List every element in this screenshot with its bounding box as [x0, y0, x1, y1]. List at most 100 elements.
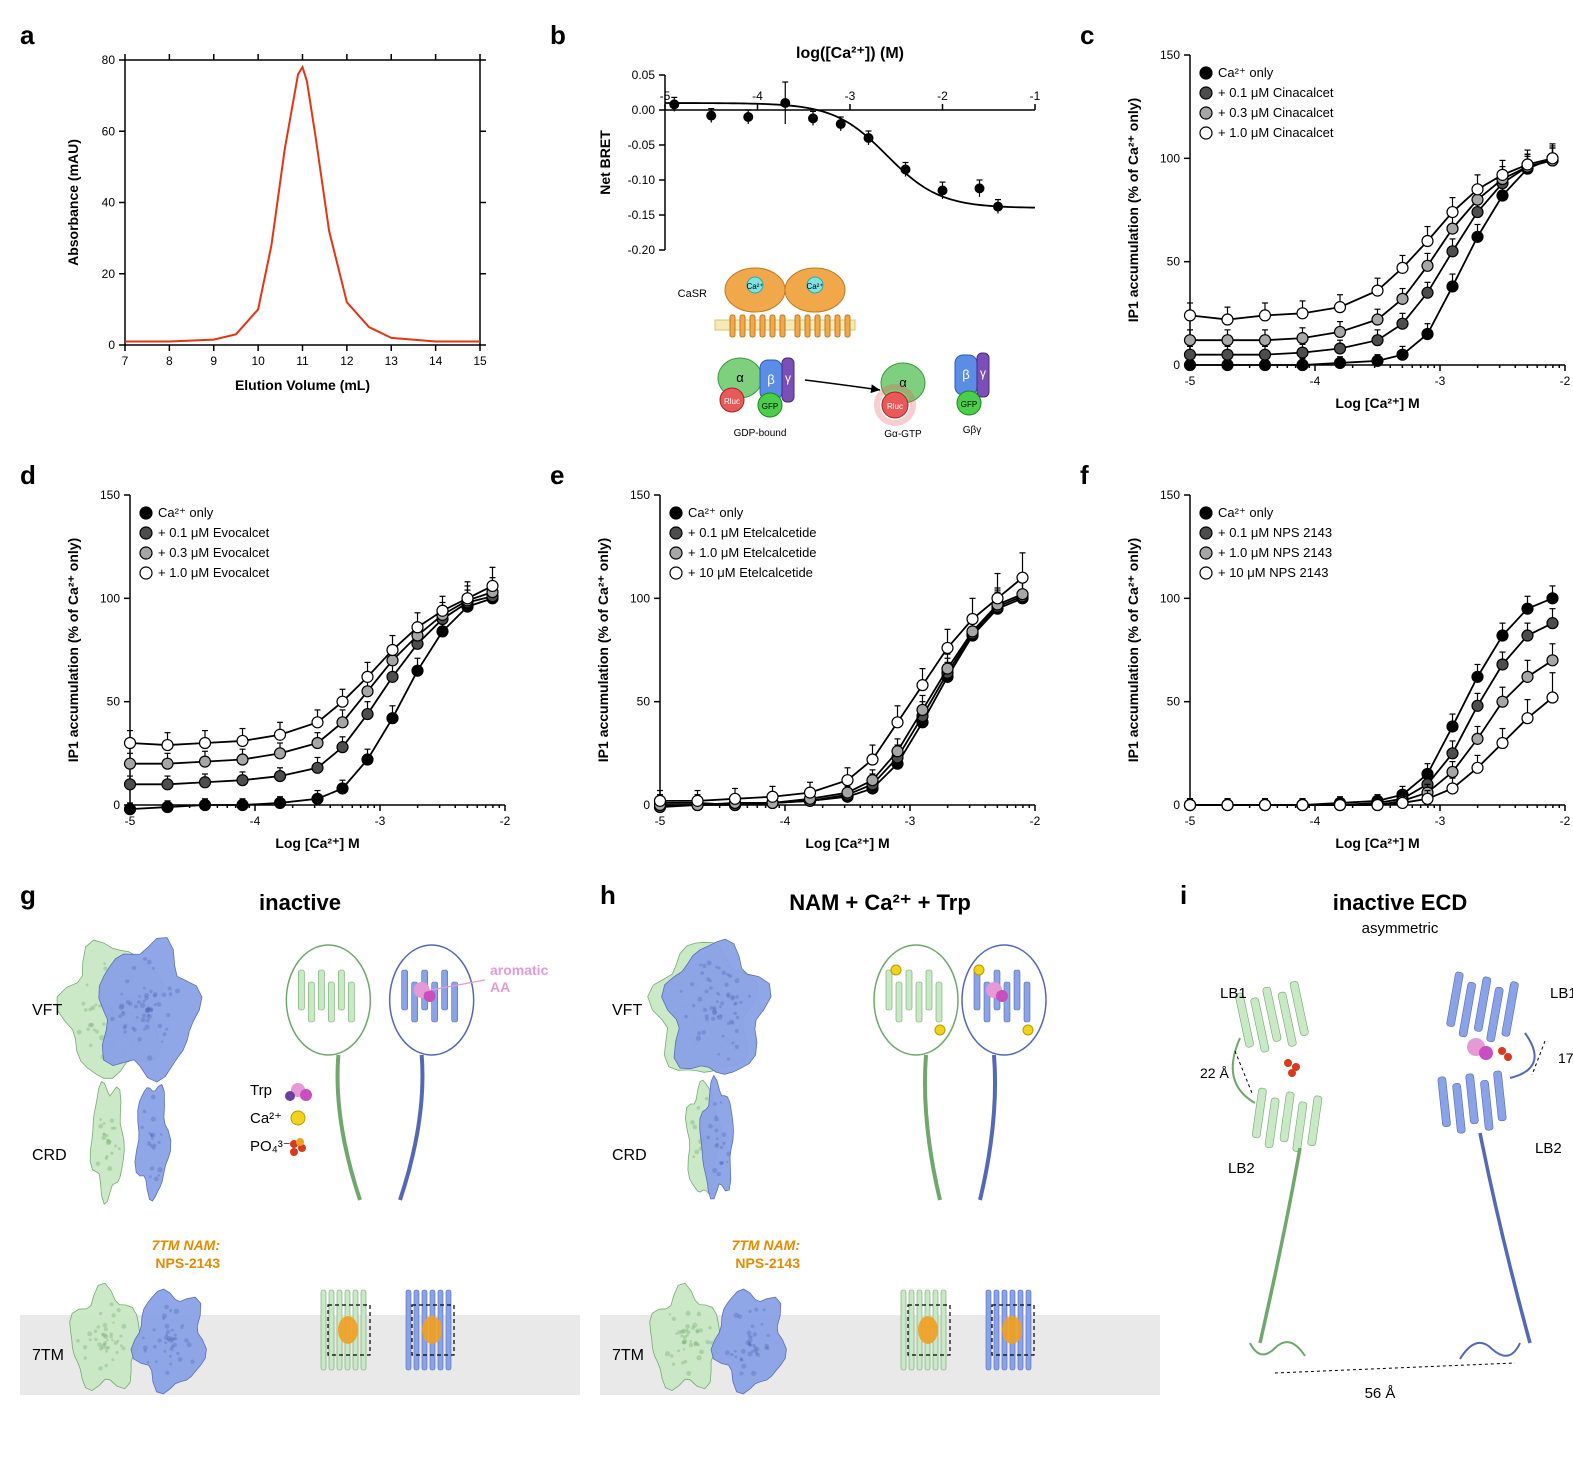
- svg-text:Gα-GTP: Gα-GTP: [884, 429, 922, 440]
- svg-text:-5: -5: [660, 89, 671, 103]
- panel-h: h NAM + Ca²⁺ + Trp VFTCRD7TM7TM NAM:NPS-…: [600, 880, 1160, 1440]
- svg-text:α: α: [736, 370, 744, 385]
- svg-text:GFP: GFP: [762, 402, 778, 411]
- svg-text:-2: -2: [500, 814, 511, 828]
- svg-text:+ 0.1 μM NPS 2143: + 0.1 μM NPS 2143: [1218, 525, 1332, 540]
- svg-text:AA: AA: [490, 979, 510, 995]
- svg-text:CRD: CRD: [32, 1147, 67, 1164]
- svg-text:LB1: LB1: [1220, 985, 1247, 1002]
- svg-text:0: 0: [643, 798, 650, 812]
- title-g: inactive: [20, 890, 580, 916]
- svg-text:LB2: LB2: [1228, 1160, 1255, 1177]
- svg-text:+ 1.0 μM Etelcalcetide: + 1.0 μM Etelcalcetide: [688, 545, 817, 560]
- svg-text:Ca²⁺ only: Ca²⁺ only: [688, 505, 744, 520]
- svg-text:-4: -4: [1310, 814, 1321, 828]
- svg-text:7TM NAM:: 7TM NAM:: [152, 1237, 220, 1253]
- svg-text:80: 80: [102, 53, 116, 67]
- svg-text:12: 12: [340, 354, 354, 368]
- svg-text:50: 50: [637, 695, 651, 709]
- svg-text:Ca²⁺: Ca²⁺: [250, 1110, 282, 1127]
- svg-text:-3: -3: [1435, 814, 1446, 828]
- svg-text:-0.15: -0.15: [628, 208, 656, 222]
- svg-text:CaSR: CaSR: [678, 288, 707, 300]
- svg-text:log([Ca²⁺]) (M): log([Ca²⁺]) (M): [796, 45, 904, 62]
- svg-text:Log [Ca²⁺] M: Log [Ca²⁺] M: [1335, 395, 1419, 411]
- svg-text:-2: -2: [1560, 814, 1571, 828]
- panel-label-b: b: [550, 20, 566, 51]
- svg-text:8: 8: [166, 354, 173, 368]
- svg-text:-5: -5: [1185, 814, 1196, 828]
- svg-text:Rluc: Rluc: [724, 397, 740, 406]
- svg-text:-4: -4: [752, 89, 763, 103]
- svg-text:0.05: 0.05: [632, 68, 656, 82]
- structural-row: g inactive VFTCRD7TM7TM NAM:NPS-2143arom…: [20, 880, 1573, 1440]
- svg-text:50: 50: [1167, 695, 1181, 709]
- svg-text:Ca²⁺ only: Ca²⁺ only: [1218, 65, 1274, 80]
- svg-text:IP1 accumulation (% of Ca²⁺ on: IP1 accumulation (% of Ca²⁺ only): [1125, 98, 1141, 322]
- svg-text:7TM: 7TM: [32, 1347, 64, 1364]
- legend: Ca²⁺ only + 0.1 μM Evocalcet + 0.3 μM Evoc…: [140, 505, 270, 580]
- panel-label-c: c: [1080, 20, 1094, 51]
- svg-text:56 Å: 56 Å: [1365, 1385, 1396, 1402]
- svg-text:Ca²⁺: Ca²⁺: [746, 282, 763, 291]
- svg-text:-4: -4: [250, 814, 261, 828]
- svg-text:+ 1.0 μM Evocalcet: + 1.0 μM Evocalcet: [158, 565, 270, 580]
- structure-h: VFTCRD7TM7TM NAM:NPS-2143: [600, 920, 1160, 1440]
- svg-text:Log [Ca²⁺] M: Log [Ca²⁺] M: [805, 835, 889, 851]
- svg-text:Absorbance (mAU): Absorbance (mAU): [65, 139, 81, 266]
- svg-text:-4: -4: [780, 814, 791, 828]
- svg-text:150: 150: [1160, 488, 1180, 502]
- svg-text:Ca²⁺ only: Ca²⁺ only: [158, 505, 214, 520]
- svg-text:15: 15: [473, 354, 487, 368]
- svg-text:+ 0.1 μM Etelcalcetide: + 0.1 μM Etelcalcetide: [688, 525, 817, 540]
- svg-text:20: 20: [102, 267, 116, 281]
- svg-text:+ 0.3 μM Cinacalcet: + 0.3 μM Cinacalcet: [1218, 105, 1334, 120]
- svg-text:9: 9: [210, 354, 217, 368]
- svg-text:BRET ↓: BRET ↓: [935, 437, 984, 440]
- svg-text:PO₄³⁻: PO₄³⁻: [250, 1138, 291, 1155]
- svg-text:Elution Volume (mL): Elution Volume (mL): [235, 377, 370, 393]
- svg-text:+ 0.1 μM Evocalcet: + 0.1 μM Evocalcet: [158, 525, 270, 540]
- panel-label-d: d: [20, 460, 36, 491]
- chart-d: -5-4-3-2050100150Log [Ca²⁺] MIP1 accumul…: [60, 480, 520, 860]
- svg-text:Gβγ: Gβγ: [963, 425, 982, 436]
- svg-text:+ 10 μM NPS 2143: + 10 μM NPS 2143: [1218, 565, 1328, 580]
- panel-c: c -5-4-3-2050100150Log [Ca²⁺] MIP1 accum…: [1080, 20, 1573, 450]
- svg-text:7: 7: [122, 354, 129, 368]
- chart-a: 789101112131415020406080Elution Volume (…: [60, 40, 500, 400]
- svg-text:Trp: Trp: [250, 1082, 272, 1099]
- svg-text:CRD: CRD: [612, 1147, 647, 1164]
- svg-text:IP1 accumulation (% of Ca²⁺ on: IP1 accumulation (% of Ca²⁺ only): [65, 538, 81, 762]
- svg-text:50: 50: [107, 695, 121, 709]
- svg-text:γ: γ: [785, 371, 791, 385]
- svg-text:Net BRET: Net BRET: [597, 130, 613, 195]
- panel-label-g: g: [20, 880, 36, 911]
- svg-text:+ 10 μM Etelcalcetide: + 10 μM Etelcalcetide: [688, 565, 813, 580]
- svg-text:100: 100: [1160, 591, 1180, 605]
- svg-text:10: 10: [251, 354, 265, 368]
- panel-b: b log([Ca²⁺]) (M)-5-4-3-2-1-0.20-0.15-0.…: [550, 20, 1060, 450]
- legend: Ca²⁺ only + 0.1 μM Etelcalcetide + 1.0 μM …: [670, 505, 817, 580]
- svg-text:-3: -3: [905, 814, 916, 828]
- title-h: NAM + Ca²⁺ + Trp: [600, 890, 1160, 916]
- subtitle-i: asymmetric: [1180, 920, 1573, 937]
- svg-text:100: 100: [100, 591, 120, 605]
- svg-text:+ 0.3 μM Evocalcet: + 0.3 μM Evocalcet: [158, 545, 270, 560]
- svg-text:100: 100: [630, 591, 650, 605]
- svg-text:50: 50: [1167, 255, 1181, 269]
- svg-text:+ 1.0 μM Cinacalcet: + 1.0 μM Cinacalcet: [1218, 125, 1334, 140]
- svg-text:-0.20: -0.20: [628, 243, 656, 257]
- svg-text:VFT: VFT: [32, 1002, 62, 1019]
- structure-i: LB1LB1LB2LB222 Å17 Å56 Å: [1180, 943, 1573, 1433]
- svg-text:-3: -3: [845, 89, 856, 103]
- svg-text:40: 40: [102, 196, 116, 210]
- svg-text:GFP: GFP: [961, 400, 977, 409]
- svg-text:+ 0.1 μM Cinacalcet: + 0.1 μM Cinacalcet: [1218, 85, 1334, 100]
- svg-text:150: 150: [100, 488, 120, 502]
- svg-text:60: 60: [102, 124, 116, 138]
- svg-text:11: 11: [296, 354, 309, 368]
- panel-f: f -5-4-3-2050100150Log [Ca²⁺] MIP1 accum…: [1080, 460, 1573, 870]
- svg-text:IP1 accumulation (% of Ca²⁺ on: IP1 accumulation (% of Ca²⁺ only): [1125, 538, 1141, 762]
- panel-label-a: a: [20, 20, 34, 51]
- chart-e: -5-4-3-2050100150Log [Ca²⁺] MIP1 accumul…: [590, 480, 1050, 860]
